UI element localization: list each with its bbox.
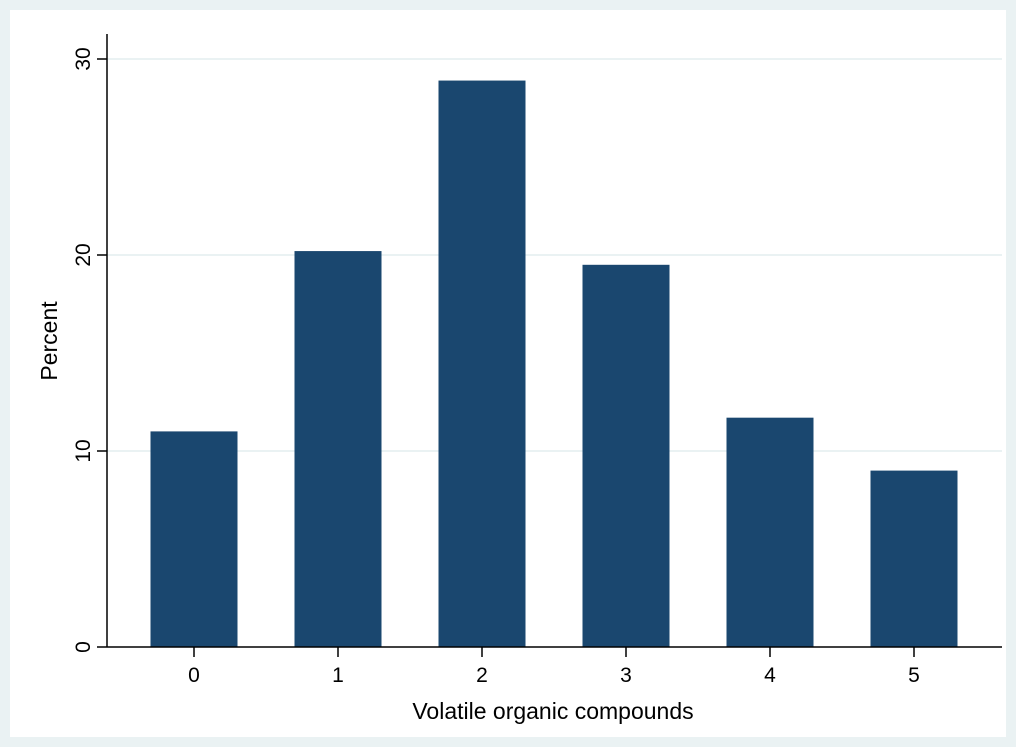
- bar-0: [150, 431, 238, 647]
- y-tick-label: 10: [72, 439, 95, 462]
- bar-2: [438, 80, 526, 647]
- y-axis-ticks: 0 10 20 30: [72, 47, 107, 653]
- x-axis-ticks: 0 1 2 3 4 5: [188, 647, 920, 687]
- x-tick-label: 0: [188, 664, 200, 687]
- bar-3: [582, 264, 670, 647]
- bars: [150, 80, 958, 647]
- x-tick-label: 2: [476, 664, 488, 687]
- bar-1: [294, 251, 382, 647]
- x-tick-label: 3: [620, 664, 632, 687]
- x-tick-label: 5: [908, 664, 920, 687]
- bar-5: [870, 470, 958, 647]
- x-axis-title: Volatile organic compounds: [412, 698, 693, 724]
- y-tick-label: 30: [72, 47, 95, 70]
- y-axis-title: Percent: [36, 301, 62, 381]
- gridlines: [107, 58, 1002, 452]
- x-tick-label: 1: [332, 664, 344, 687]
- x-tick-label: 4: [764, 664, 776, 687]
- y-tick-label: 0: [72, 641, 95, 653]
- bar-4: [726, 417, 814, 647]
- y-tick-label: 20: [72, 243, 95, 266]
